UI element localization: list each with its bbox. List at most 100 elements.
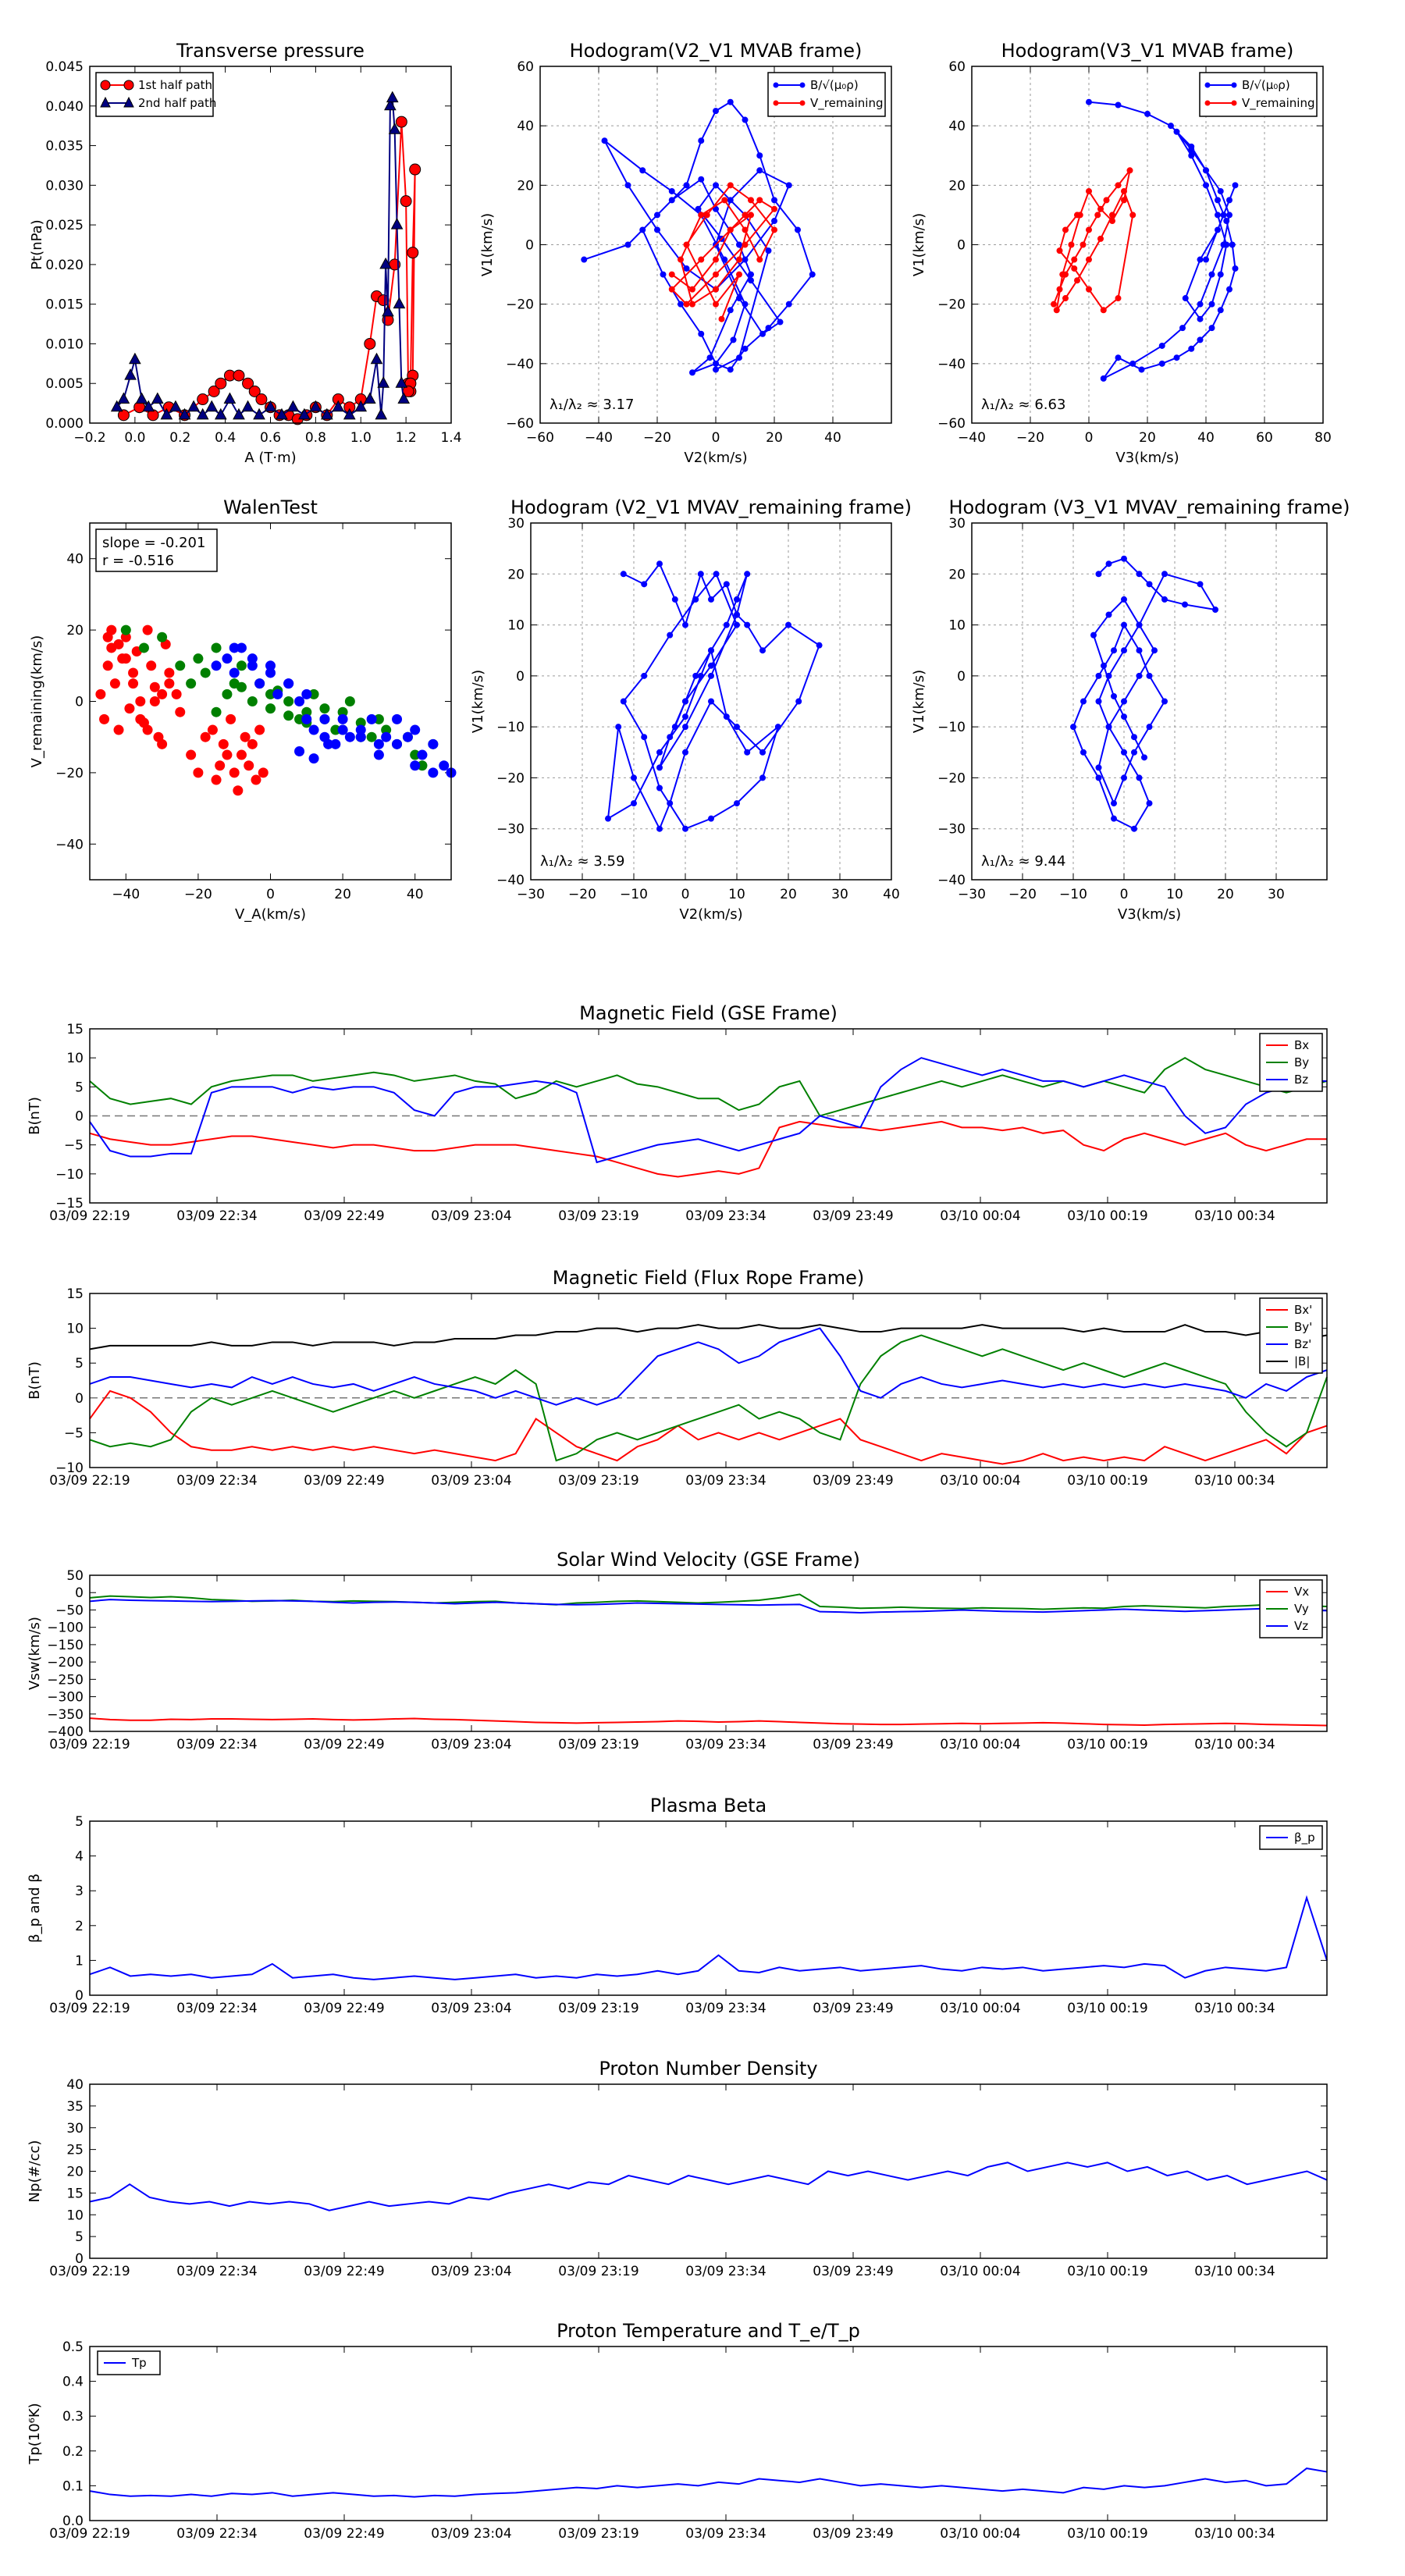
data-point [222,749,233,760]
data-point [682,749,688,756]
data-point [1121,774,1127,781]
x-tick-label: −40 [112,887,140,902]
data-point [301,706,312,717]
data-point [727,98,734,105]
data-point [283,696,294,706]
data-point [236,660,247,671]
grid-lines [972,66,1323,423]
legend-box [95,72,214,117]
panel-hodo4: −30 −20 −10 0 10 20 30−40−30−20−100102030Hodog… [911,496,1350,923]
data-point [727,366,734,373]
y-tick-label: 0.2 [62,2444,84,2460]
data-point [117,392,130,404]
y-tick-label: −250 [47,1672,84,1688]
data-point [756,197,763,204]
x-tick-label: 03/09 23:34 [685,2264,766,2279]
y-tick-label: −40 [506,357,534,372]
y-tick-label: −40 [937,357,966,372]
series-1st half path [117,116,422,425]
legend-marker [773,100,779,106]
data-point [1121,713,1127,720]
data-point [196,407,209,420]
x-tick-label: 03/09 23:04 [431,2526,511,2542]
data-point [771,218,777,225]
y-axis-label: β_p and β [27,1873,43,1943]
y-tick-label: −40 [496,873,525,888]
panel-beta: 03/09 22:19 03/09 22:34 03/09 22:49 03/09 2… [27,1795,1328,2016]
y-tick-label: 0 [957,238,966,254]
data-point [697,571,704,578]
y-tick-label: −5 [64,1425,84,1441]
y-tick-label: 60 [948,59,966,75]
y-axis-label: Tp(10⁶K) [27,2403,43,2464]
x-tick-label: 03/09 23:19 [558,2001,638,2016]
x-tick-label: 03/10 00:34 [1194,1208,1275,1224]
y-axis-label: V_remaining(km/s) [29,635,45,768]
y-tick-label: 0.045 [45,59,84,75]
data-point [682,713,688,720]
data-point [1094,212,1101,219]
data-point [756,167,763,174]
legend: Bx' By' Bz' |B| [1259,1297,1323,1374]
data-point [233,785,244,796]
y-tick-label: 0.3 [62,2409,84,2425]
data-point [332,400,345,412]
data-point [1158,360,1165,367]
data-point [744,749,751,756]
x-tick-label: −20 [643,430,671,446]
y-tick-label: 30 [507,516,525,532]
y-tick-label: 40 [517,119,534,134]
panel-np: 03/09 22:19 03/09 22:34 03/09 22:49 03/09 2… [27,2058,1328,2279]
data-point [200,731,211,742]
legend-label: B/√(μ₀ρ) [1242,78,1290,92]
y-tick-label: 5 [75,1356,84,1372]
data-point [785,182,792,189]
data-point [1051,301,1057,308]
data-point [682,698,688,705]
x-tick-label: −40 [958,430,986,446]
series-line-Bz [89,1057,1327,1164]
x-tick-label: −40 [585,430,613,446]
data-point [1086,286,1092,293]
data-point [1121,621,1127,628]
y-tick-label: 0.040 [45,99,84,115]
data-point [187,400,200,412]
data-point [692,596,699,603]
data-point [1212,606,1218,613]
data-point [1105,611,1112,618]
data-point [393,297,406,309]
data-point [392,738,403,749]
data-point [129,352,141,365]
data-point [1217,187,1224,194]
data-point [106,624,117,635]
data-point [247,660,258,671]
data-point [1131,749,1137,756]
data-point [1070,724,1076,731]
data-point [211,660,222,671]
x-tick-label: 03/09 23:34 [685,2001,766,2016]
data-point [624,182,631,189]
legend-label: Bz' [1294,1337,1311,1351]
data-point [330,738,341,749]
x-tick-label: 03/09 22:49 [304,2264,384,2279]
data-point [229,642,240,653]
data-point [641,734,648,741]
y-tick-label: −5 [64,1138,84,1154]
data-point [222,653,233,664]
y-tick-label: 10 [66,2208,84,2223]
data-point [678,301,684,308]
data-point [1121,187,1127,194]
data-point [605,815,611,822]
legend-label: By' [1294,1320,1312,1334]
data-point [254,724,265,735]
data-point [1217,271,1224,278]
data-point [734,724,740,731]
data-point [713,256,719,263]
legend-marker [773,82,779,88]
x-tick-label: 20 [1139,430,1156,446]
data-point [366,731,377,742]
series-line-|B| [89,1324,1328,1350]
legend-label: By [1294,1055,1309,1069]
data-point [682,825,688,832]
data-point [1129,212,1136,219]
